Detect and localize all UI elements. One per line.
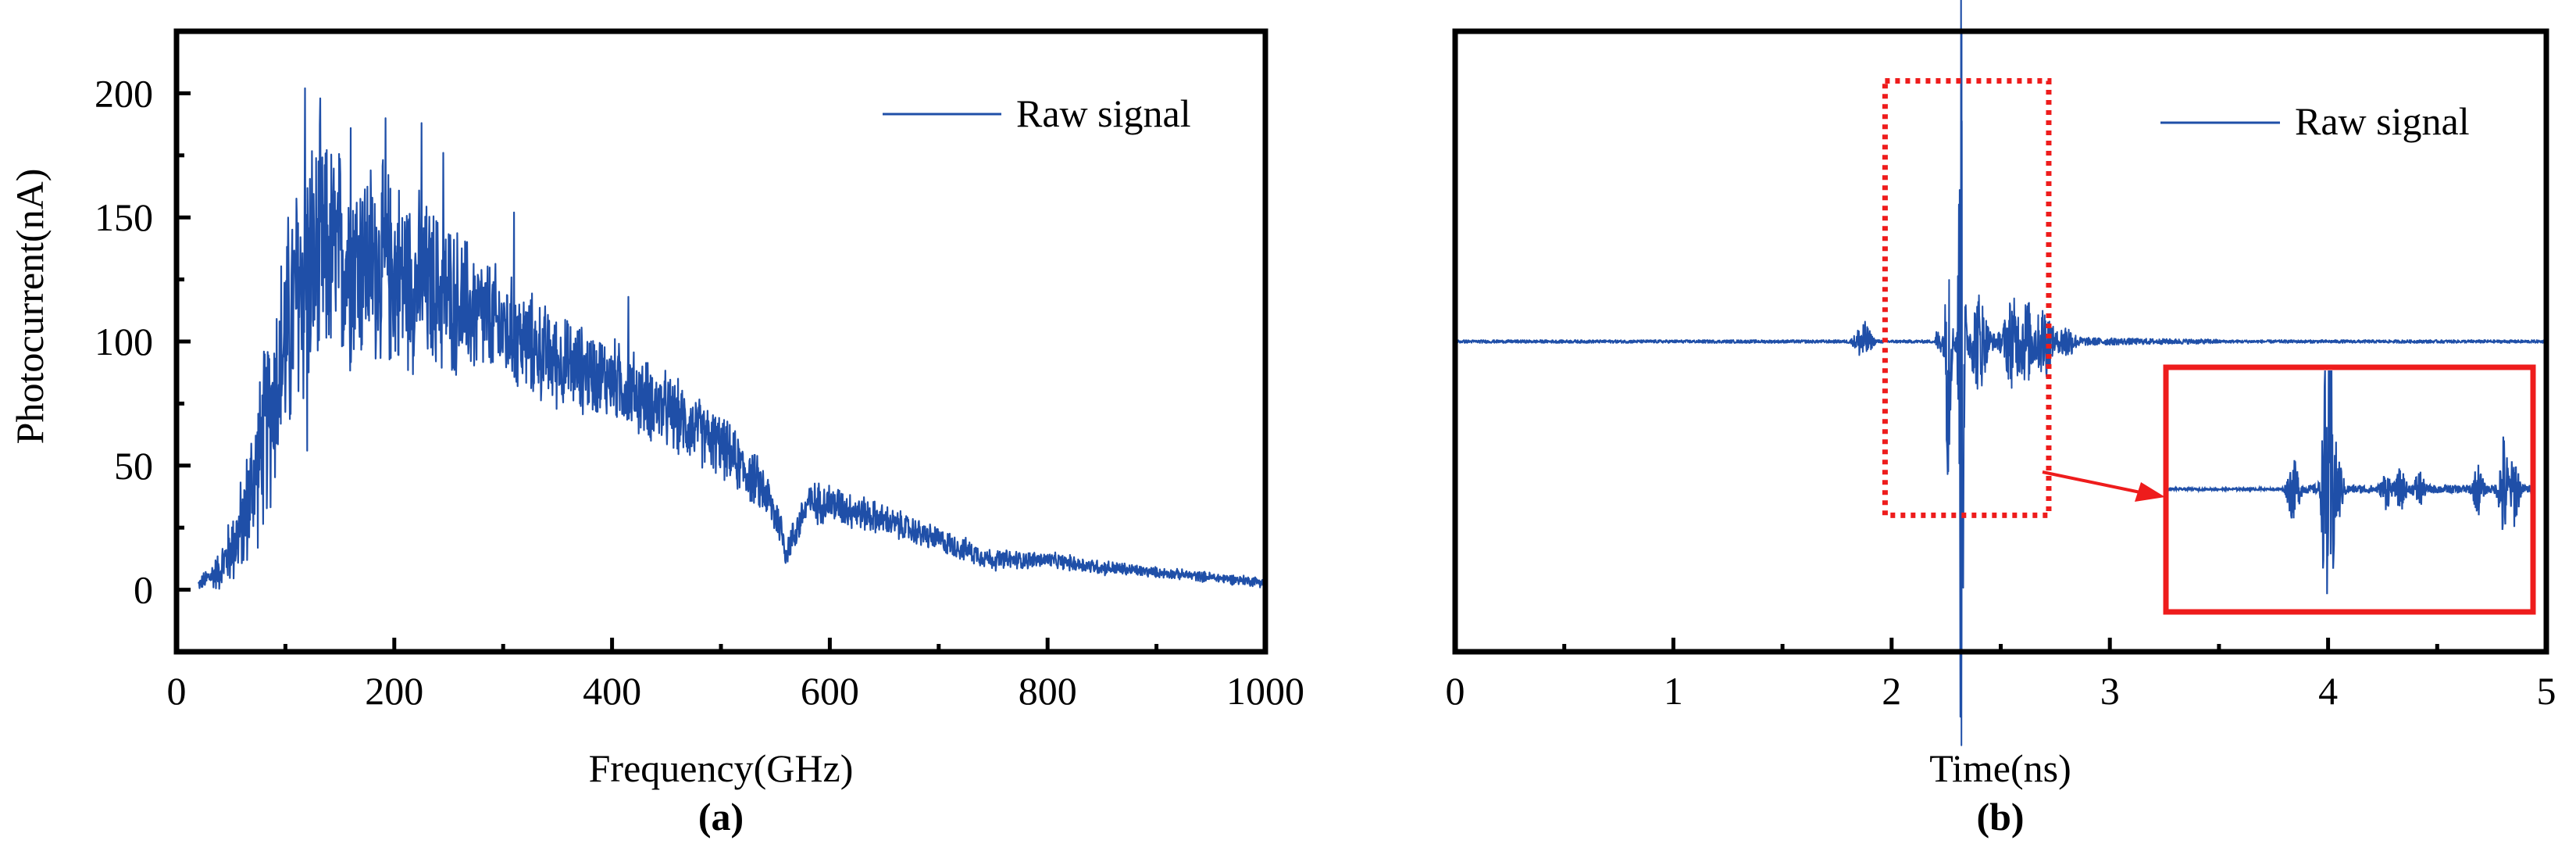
plot-frame-a	[173, 28, 1268, 655]
inset	[2163, 364, 2536, 615]
y-tick-label-a: 100	[95, 320, 153, 363]
x-axis-label-a: Frequency(GHz)	[589, 746, 854, 790]
zoom-arrow-line	[2042, 470, 2141, 494]
x-tick-label-a: 800	[1019, 669, 1077, 713]
x-tick-label-b: 3	[2100, 669, 2120, 713]
x-tick-label-a: 1000	[1226, 669, 1304, 713]
series-line-raw-signal-b	[1454, 0, 2547, 746]
b-signal	[1454, 0, 2547, 746]
zoom-arrow-head	[2135, 482, 2165, 502]
panel-a-chart: Photocurrent(nA) Frequency(GHz) (a) 0 200…	[8, 28, 1304, 839]
inset-series-line	[2165, 370, 2535, 595]
plot-frame-b	[1452, 28, 2549, 655]
b-tick-labels: 0 1 2 3 4 5	[1446, 669, 2556, 713]
x-tick-label-b: 4	[2318, 669, 2338, 713]
series-line-raw-signal-a	[197, 87, 1267, 590]
y-tick-label-a: 0	[134, 568, 153, 612]
y-tick-label-a: 200	[95, 71, 153, 115]
legend-a: Raw signal	[883, 91, 1191, 135]
zoom-arrow	[2042, 470, 2165, 502]
x-tick-label-a: 200	[365, 669, 423, 713]
panel-b-chart: Time(ns) (b) 0 1 2 3 4 5 Raw signal	[1446, 0, 2556, 839]
x-tick-label-b: 0	[1446, 669, 1465, 713]
x-tick-label-a: 400	[583, 669, 641, 713]
y-tick-label-a: 50	[114, 444, 153, 488]
x-tick-label-b: 2	[1882, 669, 1901, 713]
panel-label-a: (a)	[698, 795, 744, 839]
x-tick-label-a: 600	[801, 669, 859, 713]
x-axis-label-b: Time(ns)	[1929, 746, 2071, 790]
inset-signal	[2165, 370, 2535, 595]
x-tick-label-b: 1	[1664, 669, 1683, 713]
a-signal	[197, 87, 1267, 590]
y-axis-label-a: Photocurrent(nA)	[8, 169, 52, 445]
legend-b: Raw signal	[2160, 99, 2470, 143]
x-tick-label-a: 0	[167, 669, 187, 713]
panel-label-b: (b)	[1976, 795, 2024, 839]
zoom-region-box	[1882, 78, 2052, 518]
y-tick-label-a: 150	[95, 195, 153, 239]
legend-label-a: Raw signal	[1016, 91, 1191, 135]
a-tick-labels: 0 200 400 600 800 1000 0 50 100 150 200	[95, 71, 1304, 713]
inset-frame	[2163, 364, 2536, 615]
x-tick-label-b: 5	[2537, 669, 2556, 713]
legend-label-b: Raw signal	[2295, 99, 2470, 143]
